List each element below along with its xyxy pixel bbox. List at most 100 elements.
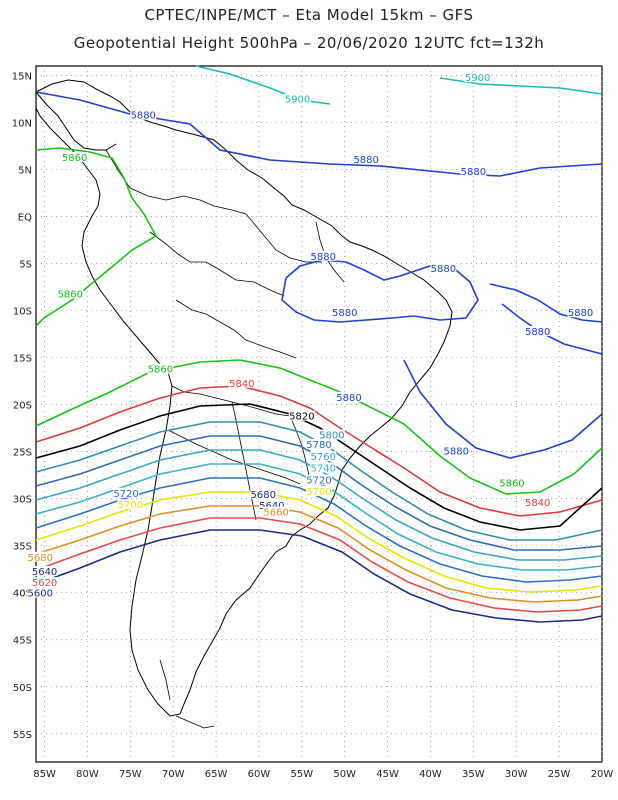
contour-label: 5900 — [465, 73, 490, 84]
contour-label: 5620 — [32, 578, 57, 589]
lat-tick-label: 5S — [19, 260, 32, 271]
map-subtitle: Geopotential Height 500hPa – 20/06/2020 … — [73, 34, 545, 52]
contour-label: 5720 — [306, 476, 331, 487]
lat-tick-label: 35S — [13, 542, 32, 553]
contour-label: 5880 — [525, 327, 550, 338]
contour-5880-north — [35, 91, 603, 177]
contour-label-background — [310, 451, 337, 462]
contour-label: 5880 — [443, 447, 468, 458]
lon-tick-label: 20W — [591, 769, 614, 780]
contour-label: 5680 — [28, 553, 53, 564]
contour-label: 5860 — [62, 153, 87, 164]
contour-5640 — [35, 529, 603, 623]
contour-5680 — [35, 505, 603, 603]
contour-label-background — [147, 363, 174, 374]
contour-label-background — [284, 93, 311, 104]
lon-tick-label: 80W — [76, 769, 99, 780]
contour-5840 — [35, 385, 603, 517]
contour-label-background — [331, 307, 358, 318]
contour-label-background — [464, 72, 491, 83]
contour-label: 5880 — [311, 252, 336, 263]
contour-label: 5880 — [130, 111, 155, 122]
contour-label-background — [113, 487, 140, 498]
lon-tick-label: 65W — [205, 769, 228, 780]
lon-tick-label: 50W — [333, 769, 356, 780]
lat-tick-label: 10S — [13, 307, 32, 318]
contour-label-background — [443, 445, 470, 456]
lat-tick-label: 15N — [12, 71, 32, 82]
contour-labels: 5900 5900 5880 5880 5880 5860 5880 5880 5860 5880… — [27, 72, 594, 600]
contour-label: 5700 — [306, 487, 331, 498]
island-coastlines — [159, 659, 215, 729]
contour-label-background — [27, 587, 54, 598]
contour-label-background — [258, 500, 285, 511]
contour-5880-interior — [281, 259, 479, 323]
contour-label: 5740 — [311, 463, 336, 474]
contour-5780 — [35, 435, 603, 551]
lat-tick-label: 5N — [18, 165, 32, 176]
contour-label-background — [31, 577, 58, 588]
contour-5880-east — [489, 283, 603, 323]
contour-label-background — [524, 326, 551, 337]
contour-label: 5860 — [58, 289, 83, 300]
lat-tick-label: 20S — [13, 401, 32, 412]
lat-tick-label: EQ — [18, 212, 32, 223]
contour-label-background — [306, 438, 332, 449]
lat-tick-label: 55S — [13, 730, 32, 741]
contour-label: 5720 — [113, 489, 138, 500]
lon-tick-label: 40W — [419, 769, 442, 780]
lat-tick-label: 30S — [13, 495, 32, 506]
lon-tick-label: 75W — [119, 769, 142, 780]
contour-label-background — [306, 485, 332, 496]
contour-label-background — [567, 307, 594, 318]
contour-label-background — [306, 474, 332, 485]
contour-label: 5800 — [319, 431, 344, 442]
lon-tick-label: 70W — [162, 769, 185, 780]
contour-label: 5860 — [148, 365, 173, 376]
lon-tick-label: 35W — [462, 769, 485, 780]
contour-label: 5760 — [311, 452, 336, 463]
contour-label: 5840 — [229, 379, 254, 390]
lon-tick-label: 55W — [291, 769, 314, 780]
contour-label: 5880 — [568, 308, 593, 319]
contour-label: 5600 — [28, 589, 53, 600]
contour-label-background — [430, 263, 457, 274]
contour-label: 5900 — [285, 95, 310, 106]
contour-label-background — [353, 153, 380, 164]
contour-label-background — [117, 499, 144, 510]
lat-tick-label: 15S — [13, 354, 32, 365]
lon-tick-label: 60W — [248, 769, 271, 780]
contour-label-background — [57, 288, 84, 299]
lat-tick-label: 40S — [13, 589, 32, 600]
map-title: CPTEC/INPE/MCT – Eta Model 15km – GFS — [144, 6, 474, 24]
lat-tick-label: 45S — [13, 636, 32, 647]
contour-label-background — [524, 497, 551, 508]
contour-label-background — [288, 410, 315, 421]
contour-label-background — [228, 377, 255, 388]
contour-label: 5880 — [353, 155, 378, 166]
contour-label: 5640 — [259, 501, 284, 512]
contour-label: 5640 — [32, 567, 57, 578]
lon-tick-label: 45W — [376, 769, 399, 780]
contour-label: 5880 — [431, 264, 456, 275]
contour-label: 5880 — [332, 308, 357, 319]
contour-label-background — [310, 250, 337, 261]
lat-tick-label: 50S — [13, 683, 32, 694]
contour-label: 5880 — [461, 167, 486, 178]
contour-label-background — [263, 506, 290, 517]
contour-label-background — [498, 477, 525, 488]
contour-layer — [35, 65, 603, 623]
contour-label-background — [460, 166, 487, 177]
contour-label: 5860 — [499, 478, 524, 489]
graticule — [36, 66, 603, 762]
contour-label: 5700 — [118, 500, 143, 511]
lon-tick-label: 30W — [505, 769, 528, 780]
contour-label-background — [27, 551, 54, 562]
contour-label-background — [310, 462, 337, 473]
contour-label: 5660 — [263, 508, 288, 519]
contour-label-background — [31, 565, 58, 576]
south-america-coastline — [35, 79, 453, 717]
lon-tick-label: 85W — [33, 769, 56, 780]
contour-label: 5880 — [336, 393, 361, 404]
